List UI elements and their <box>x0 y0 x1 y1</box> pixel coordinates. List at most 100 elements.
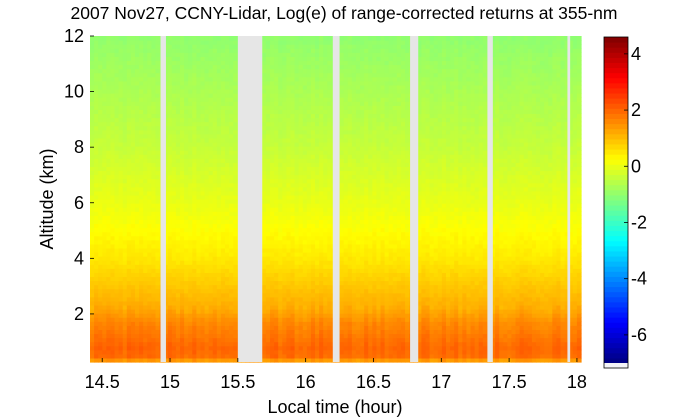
heatmap-cell <box>167 52 173 57</box>
heatmap-cell <box>135 105 140 110</box>
heatmap-cell <box>167 56 173 62</box>
heatmap-cell <box>102 178 107 184</box>
heatmap-cell <box>184 256 189 261</box>
heatmap-cell <box>147 329 152 335</box>
heatmap-cell <box>204 105 210 110</box>
heatmap-cell <box>319 337 324 343</box>
heatmap-cell <box>220 313 226 318</box>
heatmap-cell <box>155 239 161 245</box>
heatmap-cell <box>200 88 206 94</box>
heatmap-cell <box>102 333 107 339</box>
heatmap-cell <box>94 211 99 216</box>
heatmap-cell <box>147 105 152 110</box>
heatmap-cell <box>118 251 124 257</box>
heatmap-cell <box>323 349 328 355</box>
heatmap-cell <box>192 48 197 53</box>
heatmap-cell <box>220 353 226 359</box>
heatmap-cell <box>343 231 349 237</box>
heatmap-cell <box>180 337 185 343</box>
heatmap-cell <box>212 40 218 45</box>
heatmap-cell <box>130 125 136 131</box>
heatmap-cell <box>343 296 349 302</box>
heatmap-cell <box>233 345 238 351</box>
heatmap-cell <box>229 158 234 163</box>
heatmap-cell <box>163 150 169 155</box>
heatmap-cell <box>294 349 300 355</box>
heatmap-cell <box>175 93 181 98</box>
heatmap-cell <box>315 256 320 261</box>
heatmap-cell <box>106 280 112 286</box>
heatmap-cell <box>155 158 161 163</box>
heatmap-cell <box>122 337 128 343</box>
heatmap-cell <box>130 113 136 119</box>
heatmap-cell <box>114 170 120 176</box>
heatmap-cell <box>315 194 320 200</box>
heatmap-cell <box>200 321 206 326</box>
heatmap-cell <box>212 329 218 335</box>
heatmap-cell <box>282 239 287 245</box>
heatmap-cell <box>175 133 181 139</box>
heatmap-cell <box>139 231 144 237</box>
heatmap-cell <box>290 268 296 273</box>
heatmap-cell <box>110 72 116 78</box>
heatmap-cell <box>310 288 316 294</box>
heatmap-cell <box>286 97 292 102</box>
heatmap-cell <box>139 203 144 208</box>
heatmap-cell <box>302 186 308 192</box>
heatmap-cell <box>147 121 152 127</box>
heatmap-cell <box>315 170 320 176</box>
heatmap-cell <box>130 268 136 273</box>
heatmap-cell <box>270 60 275 66</box>
heatmap-cell <box>192 357 197 363</box>
heatmap-cell <box>265 113 271 119</box>
heatmap-cell <box>90 288 95 294</box>
heatmap-cell <box>233 309 238 314</box>
heatmap-cell <box>94 101 99 106</box>
heatmap-cell <box>229 60 234 66</box>
heatmap-cell <box>212 137 218 143</box>
heatmap-cell <box>98 137 103 143</box>
heatmap-cell <box>220 36 226 41</box>
heatmap-cell <box>220 235 226 241</box>
heatmap-cell <box>319 357 324 363</box>
heatmap-cell <box>184 178 189 184</box>
heatmap-cell <box>278 276 283 282</box>
heatmap-cell <box>90 129 95 135</box>
heatmap-cell <box>180 300 185 306</box>
heatmap-cell <box>327 154 333 159</box>
heatmap-cell <box>90 341 95 347</box>
heatmap-cell <box>118 321 124 326</box>
heatmap-cell <box>339 162 345 167</box>
heatmap-cell <box>270 166 275 172</box>
heatmap-cell <box>323 333 328 339</box>
heatmap-cell <box>265 44 271 49</box>
heatmap-cell <box>102 150 107 155</box>
heatmap-cell <box>216 333 222 339</box>
heatmap-cell <box>339 125 345 131</box>
heatmap-cell <box>274 256 279 261</box>
heatmap-cell <box>151 129 157 135</box>
heatmap-cell <box>147 117 152 123</box>
heatmap-cell <box>106 64 112 70</box>
heatmap-cell <box>196 333 202 339</box>
heatmap-cell <box>286 80 292 86</box>
heatmap-cell <box>294 84 300 90</box>
heatmap-cell <box>282 141 287 147</box>
heatmap-cell <box>196 284 202 290</box>
heatmap-cell <box>118 276 124 282</box>
heatmap-cell <box>102 68 107 74</box>
heatmap-cell <box>122 296 128 302</box>
heatmap-cell <box>282 88 287 94</box>
heatmap-cell <box>135 154 140 159</box>
heatmap-cell <box>315 68 320 74</box>
heatmap-cell <box>302 121 308 127</box>
heatmap-cell <box>302 36 308 41</box>
heatmap-cell <box>302 141 308 147</box>
heatmap-cell <box>188 36 193 41</box>
heatmap-cell <box>204 60 210 66</box>
heatmap-cell <box>94 146 99 151</box>
heatmap-cell <box>163 207 169 212</box>
heatmap-cell <box>327 296 333 302</box>
heatmap-cell <box>310 154 316 159</box>
heatmap-cell <box>98 93 103 98</box>
